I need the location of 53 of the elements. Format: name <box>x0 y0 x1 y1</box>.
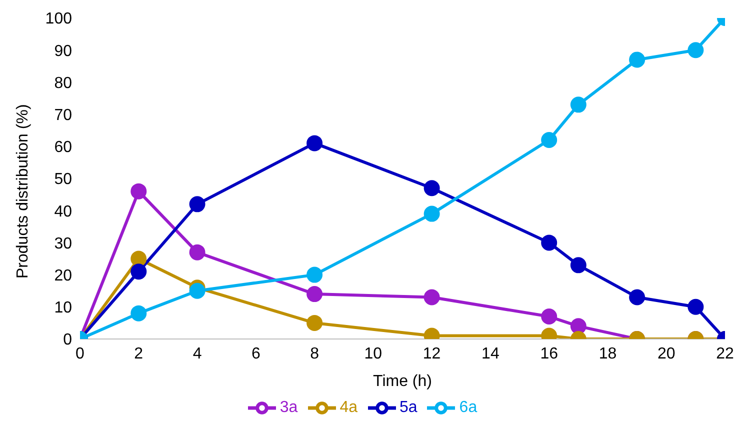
point <box>130 183 147 200</box>
legend-label: 5a <box>400 399 418 416</box>
x-tick-label: 18 <box>598 345 617 362</box>
x-tick-label: 0 <box>76 345 85 362</box>
point <box>541 132 558 148</box>
point <box>306 266 323 283</box>
point <box>424 289 440 306</box>
y-tick-label: 20 <box>54 267 72 284</box>
legend-label: 4a <box>340 399 358 416</box>
x-tick-label: 14 <box>482 345 500 362</box>
x-tick-label: 22 <box>716 345 734 362</box>
x-tick-label: 4 <box>192 345 202 362</box>
x-tick-label: 10 <box>364 345 382 362</box>
y-tick-label: 90 <box>54 42 72 60</box>
point <box>189 244 206 260</box>
point <box>541 234 558 251</box>
point <box>570 257 586 274</box>
point <box>306 314 323 331</box>
legend-label: 6a <box>459 399 478 416</box>
point <box>629 289 646 306</box>
point <box>570 96 586 113</box>
point <box>688 298 704 315</box>
y-tick-label: 100 <box>45 10 72 28</box>
x-tick-label: 12 <box>422 345 441 362</box>
point <box>629 52 646 68</box>
point <box>306 135 323 152</box>
point <box>570 318 586 334</box>
x-axis-title: Time (h) <box>373 373 432 390</box>
point <box>688 42 704 58</box>
x-tick-label: 20 <box>657 345 676 362</box>
legend-label: 3a <box>280 399 298 416</box>
y-axis-title: Products distribution (%) <box>14 104 32 278</box>
y-tick-label: 60 <box>54 139 72 156</box>
point <box>424 206 440 222</box>
y-tick-label: 10 <box>54 300 72 317</box>
y-tick-label: 40 <box>54 203 72 220</box>
point <box>424 180 440 196</box>
x-tick-label: 8 <box>310 345 320 362</box>
x-tick-label: 16 <box>540 345 558 362</box>
y-tick-label: 80 <box>54 74 72 92</box>
point <box>541 308 558 325</box>
point <box>189 282 206 299</box>
y-tick-label: 30 <box>54 235 72 252</box>
x-tick-label: 2 <box>134 345 144 362</box>
point <box>130 264 147 280</box>
point <box>306 286 323 302</box>
point <box>189 196 206 212</box>
point <box>130 250 147 267</box>
y-tick-label: 50 <box>54 171 72 188</box>
x-tick-label: 6 <box>251 345 260 362</box>
y-tick-label: 0 <box>63 332 72 349</box>
y-tick-label: 70 <box>54 106 72 124</box>
point <box>130 305 147 322</box>
